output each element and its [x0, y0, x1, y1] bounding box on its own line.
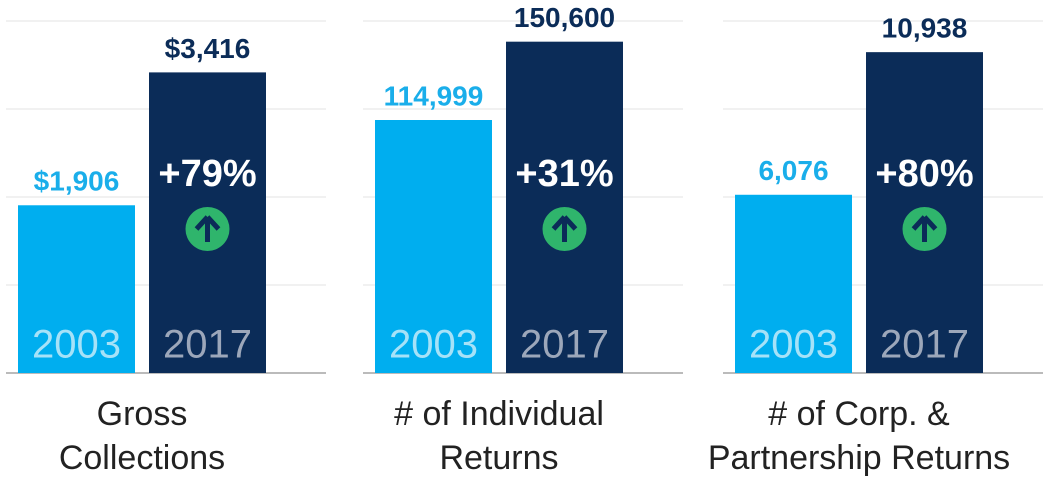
annotation: +80%: [875, 153, 973, 195]
category-label: # of Individual Returns: [394, 395, 604, 477]
icon-arrow: [551, 215, 578, 242]
value-label: 150,600: [514, 2, 615, 33]
year-label: 2017: [163, 323, 252, 367]
bar: [375, 120, 492, 373]
year-label: 2003: [389, 323, 478, 367]
year-label: 2017: [880, 323, 969, 367]
annotation: +31%: [515, 153, 613, 195]
up-arrow-icon: [185, 207, 230, 251]
bar: [18, 205, 135, 373]
year-label: 2003: [749, 323, 838, 367]
annotation: +79%: [158, 153, 256, 195]
up-arrow-icon: [542, 207, 587, 251]
up-arrow-icon: [902, 207, 947, 251]
category-label: Gross Collections: [58, 395, 226, 477]
value-label: 6,076: [758, 155, 828, 186]
category-label: # of Corp. & Partnership Returns: [707, 395, 1011, 477]
value-label: $1,906: [34, 166, 120, 197]
bar: [735, 194, 852, 373]
value-label: $3,416: [165, 33, 251, 64]
chart: $1,906 2003 $3,416 2017 +79% 114,999 2003 150,6…: [6, 2, 1043, 374]
icon-arrow: [911, 215, 938, 242]
year-label: 2003: [32, 323, 121, 367]
value-label: 114,999: [384, 80, 484, 111]
icon-arrow: [194, 215, 221, 242]
value-label: 10,938: [882, 13, 968, 44]
year-label: 2017: [520, 323, 609, 367]
